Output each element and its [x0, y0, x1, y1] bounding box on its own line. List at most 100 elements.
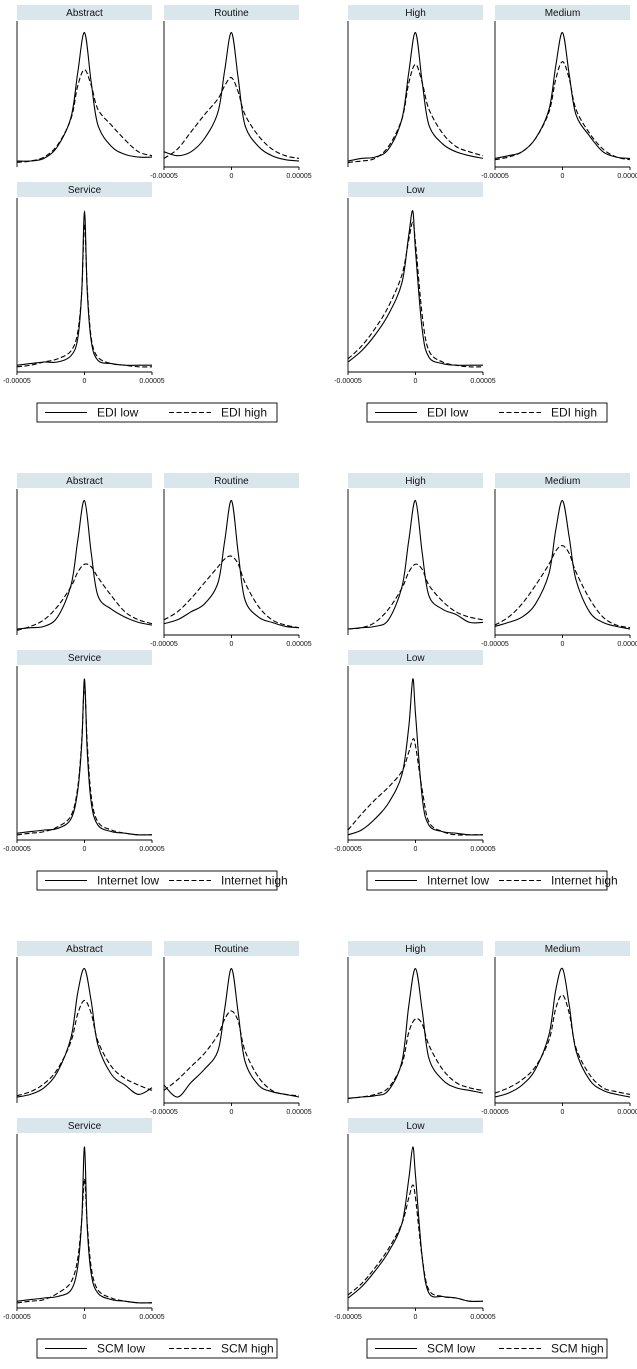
- panel-title-bar: [348, 941, 483, 956]
- panel-title: Service: [68, 1121, 102, 1132]
- x-tick-label: -0.00005: [334, 846, 362, 853]
- panel-title: High: [405, 8, 426, 19]
- panel-title: Low: [406, 653, 425, 664]
- series-low-line: [347, 32, 484, 162]
- legend-low-label: Internet low: [97, 874, 159, 888]
- x-tick-label: 0.00005: [470, 846, 495, 853]
- x-tick-label: 0: [561, 1109, 565, 1116]
- panel-abstract: Abstract: [16, 5, 153, 167]
- legend-low-label: EDI low: [427, 406, 469, 420]
- panel-medium: Medium -0.00005 0 0.00005: [481, 473, 637, 648]
- panel-title-bar: [495, 473, 630, 488]
- panel-title-bar: [495, 941, 630, 956]
- series-low-line: [347, 968, 484, 1099]
- panel-low: Low -0.00005 0 0.00005: [334, 1118, 496, 1321]
- series-high-line: [16, 1178, 153, 1304]
- x-tick-label: -0.00005: [334, 1314, 362, 1321]
- x-tick-label: -0.00005: [3, 378, 31, 385]
- panel-low: Low -0.00005 0 0.00005: [334, 182, 496, 385]
- panel-title: Medium: [545, 944, 581, 955]
- group-edi: Abstract Routine -0.00005 0 0.00005 Service -0…: [3, 5, 637, 423]
- panel-title: Routine: [214, 8, 249, 19]
- series-high-line: [494, 545, 631, 629]
- legend-high-label: SCM high: [551, 1342, 604, 1356]
- series-low-line: [163, 32, 300, 162]
- series-high-line: [494, 994, 631, 1095]
- panel-high: High: [347, 941, 484, 1103]
- series-high-line: [16, 69, 153, 163]
- panel-title-bar: [348, 473, 483, 488]
- x-tick-label: -0.00005: [334, 378, 362, 385]
- panel-title-bar: [17, 1118, 152, 1133]
- series-low-line: [347, 210, 483, 366]
- group-scm: Abstract Routine -0.00005 0 0.00005 Service -0…: [3, 941, 637, 1359]
- x-tick-label: 0: [414, 1314, 418, 1321]
- series-low-line: [16, 210, 152, 366]
- legend-box: [366, 1338, 608, 1359]
- legend-high-label: EDI high: [221, 406, 267, 420]
- x-tick-label: 0.00005: [286, 641, 311, 648]
- panel-title-bar: [17, 5, 152, 20]
- x-tick-label: 0.00005: [470, 1314, 495, 1321]
- series-low-line: [16, 968, 153, 1098]
- legend: EDI low EDI high: [36, 402, 278, 423]
- x-tick-label: 0: [83, 846, 87, 853]
- panel-abstract: Abstract: [16, 941, 153, 1103]
- panel-routine: Routine -0.00005 0 0.00005: [150, 473, 312, 648]
- series-low-line: [16, 32, 153, 162]
- panel-title-bar: [17, 473, 152, 488]
- series-high-line: [494, 61, 631, 161]
- panel-title: Service: [68, 653, 102, 664]
- legend: SCM low SCM high: [366, 1338, 608, 1359]
- panel-title: High: [405, 476, 426, 487]
- x-tick-label: 0: [230, 1109, 234, 1116]
- x-tick-label: 0: [414, 846, 418, 853]
- x-tick-label: 0: [230, 641, 234, 648]
- x-tick-label: -0.00005: [150, 173, 178, 180]
- legend-high-label: EDI high: [551, 406, 597, 420]
- series-high-line: [163, 1010, 300, 1097]
- x-tick-label: 0.00005: [617, 641, 637, 648]
- series-high-line: [347, 1184, 484, 1303]
- panel-title: Routine: [214, 476, 249, 487]
- legend-high-label: Internet high: [221, 874, 288, 888]
- legend-box: [36, 402, 278, 423]
- panel-title: High: [405, 944, 426, 955]
- legend-low-label: SCM low: [427, 1342, 475, 1356]
- x-tick-label: -0.00005: [481, 641, 509, 648]
- series-low-line: [494, 32, 631, 159]
- legend-low-label: Internet low: [427, 874, 489, 888]
- legend: Internet low Internet high: [36, 870, 288, 891]
- group-internet: Abstract Routine -0.00005 0 0.00005 Service -0…: [3, 473, 637, 891]
- panel-title-bar: [348, 5, 483, 20]
- panel-title: Abstract: [66, 8, 103, 19]
- x-tick-label: 0.00005: [139, 846, 164, 853]
- panel-title-bar: [495, 5, 630, 20]
- panel-title-bar: [348, 650, 483, 665]
- x-tick-label: 0.00005: [139, 1314, 164, 1321]
- x-tick-label: -0.00005: [3, 846, 31, 853]
- x-tick-label: 0.00005: [286, 173, 311, 180]
- series-high-line: [347, 738, 483, 836]
- series-low-line: [16, 500, 153, 630]
- panel-abstract: Abstract: [16, 473, 153, 635]
- x-tick-label: -0.00005: [481, 1109, 509, 1116]
- legend: Internet low Internet high: [366, 870, 618, 891]
- panel-title: Medium: [545, 476, 581, 487]
- legend-high-label: SCM high: [221, 1342, 274, 1356]
- legend: EDI low EDI high: [366, 402, 608, 423]
- panel-title-bar: [164, 941, 299, 956]
- panel-title: Medium: [545, 8, 581, 19]
- panel-title: Abstract: [66, 944, 103, 955]
- series-high-line: [347, 1018, 484, 1099]
- series-low-line: [16, 678, 153, 836]
- x-tick-label: 0: [414, 378, 418, 385]
- legend-box: [366, 870, 608, 891]
- panel-service: Service -0.00005 0 0.00005: [3, 1118, 165, 1321]
- panel-title-bar: [164, 5, 299, 20]
- legend-high-label: Internet high: [551, 874, 618, 888]
- legend-low-label: SCM low: [97, 1342, 145, 1356]
- x-tick-label: 0.00005: [139, 378, 164, 385]
- panel-title: Service: [68, 185, 102, 196]
- panel-service: Service -0.00005 0 0.00005: [3, 650, 165, 853]
